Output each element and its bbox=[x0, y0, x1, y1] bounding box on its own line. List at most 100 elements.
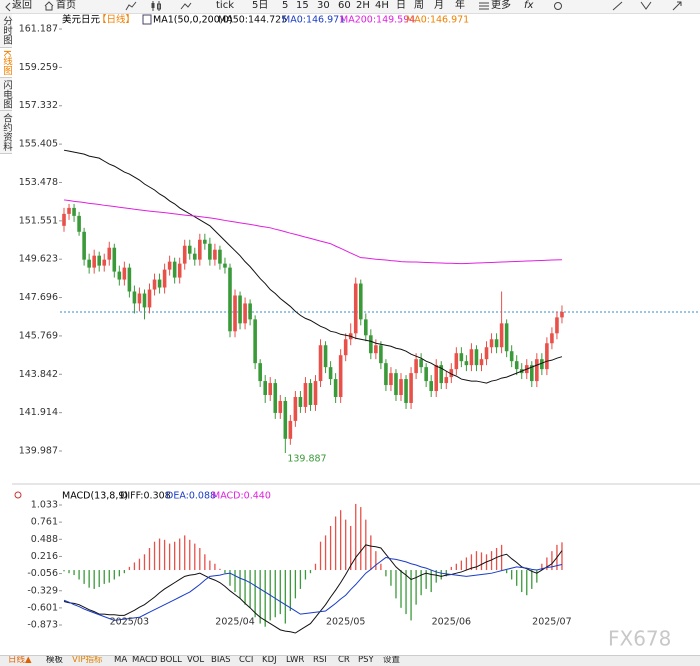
tab[interactable]: PSY bbox=[358, 655, 374, 665]
tab[interactable]: CR bbox=[338, 655, 350, 665]
toolbar-item[interactable]: tick bbox=[216, 0, 234, 11]
candle-body bbox=[208, 243, 212, 260]
toolbar-item[interactable]: 日 bbox=[396, 0, 406, 11]
candle-body bbox=[449, 369, 454, 378]
sidebar-tab[interactable]: K线图 bbox=[0, 47, 12, 78]
indicator-icon bbox=[142, 14, 152, 25]
toolbar-item[interactable]: 月 bbox=[434, 0, 444, 11]
toolbar-item[interactable]: 年 bbox=[455, 0, 465, 11]
candle-body bbox=[238, 295, 242, 324]
ma-line bbox=[63, 199, 562, 265]
candle-body bbox=[444, 377, 449, 384]
toolbar-item[interactable]: 2H bbox=[356, 0, 370, 11]
toolbar-item[interactable]: 5 bbox=[282, 0, 289, 11]
candle-body bbox=[132, 291, 137, 304]
y-tick-label: 161.187 bbox=[19, 24, 58, 35]
tab[interactable]: VIP指标 bbox=[72, 655, 103, 665]
toolbar-item[interactable]: 4H bbox=[375, 0, 389, 11]
candle-body bbox=[288, 420, 293, 439]
y-tick-label: 143.842 bbox=[19, 369, 58, 380]
candle-body bbox=[112, 247, 117, 272]
tool-icon[interactable] bbox=[672, 1, 684, 11]
toolbar-item[interactable]: 周 bbox=[414, 0, 424, 11]
candle-body bbox=[273, 383, 278, 413]
candle-body bbox=[258, 363, 262, 382]
y-tick-label: 149.623 bbox=[19, 254, 58, 265]
toolbar-item[interactable]: 更多 bbox=[491, 0, 511, 11]
macd-line bbox=[63, 544, 563, 634]
toolbar-item[interactable]: 30 bbox=[317, 0, 330, 11]
candle-body bbox=[343, 339, 348, 356]
candle-body bbox=[489, 339, 494, 348]
candle-body bbox=[374, 345, 378, 354]
candle-body bbox=[87, 259, 91, 268]
sidebar-tab[interactable]: 合约资料 bbox=[0, 111, 12, 155]
candle-body bbox=[313, 381, 318, 405]
toolbar-item[interactable]: 60 bbox=[338, 0, 351, 11]
tab[interactable]: MA bbox=[114, 655, 128, 665]
y-tick-label: 151.551 bbox=[19, 215, 58, 226]
toolbar-item[interactable]: 5日 bbox=[252, 0, 269, 11]
candle-body bbox=[454, 353, 459, 370]
candle-body bbox=[474, 349, 479, 366]
candle-body bbox=[187, 245, 192, 254]
tab[interactable]: 模板 bbox=[46, 655, 64, 665]
candle-body bbox=[555, 317, 559, 334]
line-icon[interactable] bbox=[180, 1, 192, 11]
tab[interactable]: RSI bbox=[313, 655, 327, 665]
x-tick-label: 2025/04 bbox=[215, 617, 254, 628]
candle-body bbox=[338, 355, 343, 397]
toolbar-item[interactable]: 15 bbox=[296, 0, 309, 11]
candle-body bbox=[459, 353, 464, 362]
candle-body bbox=[384, 363, 388, 386]
tab[interactable]: BIAS bbox=[211, 655, 231, 665]
candle-body bbox=[233, 295, 237, 332]
y-tick-label: 159.259 bbox=[19, 62, 58, 73]
tab[interactable]: 日线▲ bbox=[8, 655, 32, 665]
draw-icon[interactable] bbox=[612, 1, 624, 11]
candle-body bbox=[479, 359, 484, 366]
candle-body bbox=[303, 383, 308, 407]
candle-body bbox=[414, 359, 418, 374]
sidebar-tab[interactable]: 分时图 bbox=[0, 14, 12, 48]
candle-body bbox=[484, 347, 489, 360]
tab[interactable]: CCI bbox=[239, 655, 254, 665]
pin-icon[interactable] bbox=[552, 1, 564, 11]
toolbar-item[interactable]: fx bbox=[524, 0, 534, 11]
tab[interactable]: MACD bbox=[132, 655, 158, 665]
candle-body bbox=[293, 396, 298, 421]
candle-body bbox=[434, 365, 439, 392]
candle-body bbox=[540, 359, 544, 370]
candle-body bbox=[283, 400, 288, 439]
sidebar-tab[interactable]: 闪电图 bbox=[0, 77, 12, 112]
low-annotation: 139.887 bbox=[287, 453, 326, 464]
candle-body bbox=[545, 343, 549, 370]
chart-icon[interactable] bbox=[125, 1, 137, 11]
candle-body bbox=[167, 261, 172, 270]
toolbar-item[interactable]: 返回 bbox=[12, 0, 32, 11]
toolbar-item[interactable]: 首页 bbox=[56, 0, 76, 11]
candle-body bbox=[62, 213, 66, 226]
candle-body bbox=[353, 283, 358, 334]
y-tick-label: -0.873 bbox=[27, 620, 58, 631]
candle-body bbox=[308, 383, 313, 405]
tab[interactable]: 设置 bbox=[383, 655, 401, 665]
settings-icon[interactable] bbox=[14, 491, 22, 499]
candle-body bbox=[404, 379, 408, 403]
tab[interactable]: KDJ bbox=[262, 655, 277, 665]
tab[interactable]: LWR bbox=[286, 655, 305, 665]
candle-body bbox=[203, 239, 207, 244]
back-icon bbox=[5, 2, 11, 12]
x-tick-label: 2025/05 bbox=[326, 617, 365, 628]
candle-body bbox=[494, 339, 499, 348]
candle-body bbox=[243, 303, 247, 324]
y-tick-label: 145.769 bbox=[19, 330, 58, 341]
candle-body bbox=[364, 319, 368, 336]
tab[interactable]: BOLL bbox=[160, 655, 182, 665]
toggle-icon[interactable] bbox=[640, 1, 652, 11]
tab[interactable]: VOL bbox=[187, 655, 205, 665]
candle-body bbox=[504, 323, 509, 352]
candle-body bbox=[177, 263, 182, 278]
candle-icon[interactable] bbox=[150, 1, 162, 11]
candle-body bbox=[142, 293, 147, 308]
